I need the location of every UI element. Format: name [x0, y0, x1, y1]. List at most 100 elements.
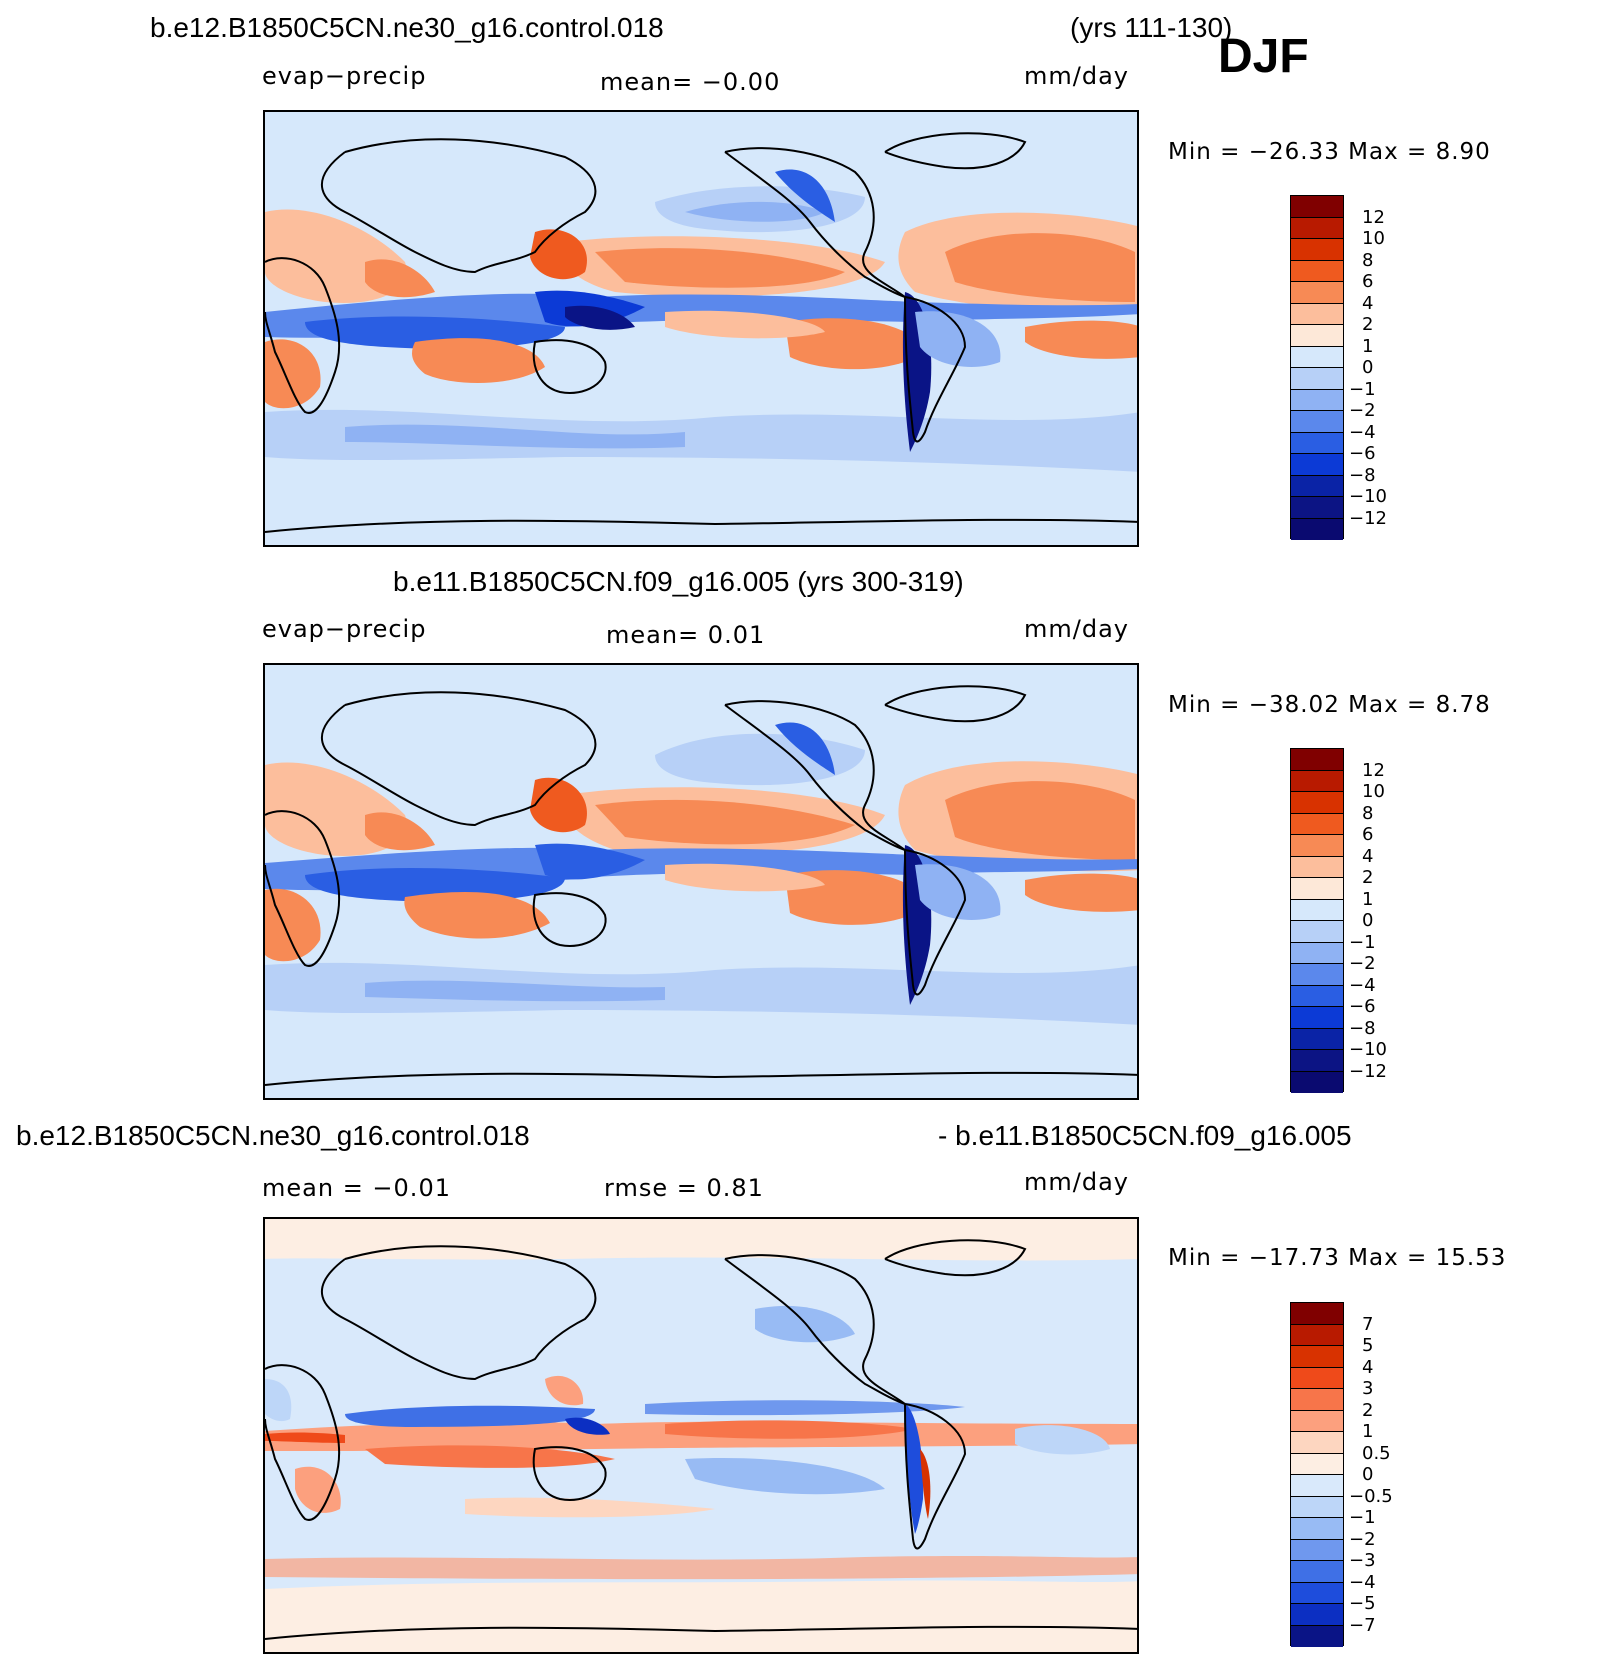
colorbar-segment	[1291, 325, 1343, 347]
colorbar-segment	[1291, 749, 1343, 771]
panel3-rmse: rmse = 0.81	[604, 1174, 764, 1202]
colorbar-segment	[1291, 454, 1343, 476]
colorbar-segment	[1291, 1475, 1343, 1497]
panel2-minmax: Min = −38.02 Max = 8.78	[1168, 692, 1491, 718]
colorbar-tick-label: −0.5	[1349, 1485, 1393, 1507]
colorbar-segment	[1291, 1324, 1343, 1346]
colorbar-segment	[1291, 303, 1343, 325]
colorbar-tick-label: 1	[1362, 1421, 1374, 1442]
colorbar-segment	[1291, 1561, 1343, 1583]
colorbar-segment	[1291, 1496, 1343, 1518]
colorbar-tick-label: 0	[1362, 357, 1374, 378]
colorbar-tick-label: 4	[1362, 845, 1374, 867]
colorbar-tick-label: 4	[1362, 1356, 1374, 1378]
colorbar-segment	[1291, 475, 1343, 497]
colorbar-tick-label: 8	[1362, 249, 1374, 271]
colorbar-segment	[1291, 792, 1343, 814]
colorbar-segment	[1291, 1432, 1343, 1454]
colorbar-segment	[1291, 1071, 1343, 1093]
diff-left-title: b.e12.B1850C5CN.ne30_g16.control.018	[16, 1120, 530, 1151]
colorbar-tick-label: −4	[1349, 1571, 1376, 1593]
colorbar-panel-3	[1290, 1302, 1344, 1647]
colorbar-tick-label: 2	[1362, 867, 1374, 888]
colorbar-segment	[1291, 856, 1343, 878]
colorbar-tick-label: 6	[1362, 271, 1374, 292]
colorbar-tick-label: 0	[1362, 1464, 1374, 1485]
colorbar-segment	[1291, 282, 1343, 304]
colorbar-tick-label: 10	[1362, 228, 1385, 249]
colorbar-segment	[1291, 1303, 1343, 1325]
colorbar-segment	[1291, 942, 1343, 964]
map-panel-1	[263, 110, 1139, 547]
colorbar-segment	[1291, 1389, 1343, 1411]
colorbar-tick-label: 0.5	[1362, 1442, 1391, 1464]
colorbar-tick-label: 0	[1362, 910, 1374, 931]
colorbar-tick-label: 6	[1362, 824, 1374, 845]
colorbar-tick-label: 8	[1362, 802, 1374, 824]
colorbar-panel-2	[1290, 748, 1344, 1093]
colorbar-segment	[1291, 1367, 1343, 1389]
panel2-variable: evap−precip	[262, 615, 427, 643]
case2-title: b.e11.B1850C5CN.f09_g16.005 (yrs 300-319…	[393, 566, 964, 597]
colorbar-segment	[1291, 770, 1343, 792]
colorbar-segment	[1291, 1007, 1343, 1029]
colorbar-tick-label: −5	[1349, 1593, 1376, 1614]
colorbar-segment	[1291, 1050, 1343, 1072]
colorbar-segment	[1291, 411, 1343, 433]
colorbar-tick-label: 5	[1362, 1335, 1374, 1356]
colorbar-tick-label: 12	[1362, 206, 1385, 228]
colorbar-segment	[1291, 389, 1343, 411]
years1-title: (yrs 111-130)	[1070, 12, 1233, 43]
panel2-mean: mean= 0.01	[606, 621, 766, 649]
colorbar-tick-label: −2	[1349, 1528, 1376, 1550]
colorbar-tick-label: 4	[1362, 292, 1374, 314]
colorbar-tick-label: 2	[1362, 1399, 1374, 1421]
colorbar-segment	[1291, 985, 1343, 1007]
colorbar-tick-label: −6	[1349, 996, 1376, 1017]
colorbar-tick-label: −1	[1349, 378, 1376, 400]
colorbar-segment	[1291, 1028, 1343, 1050]
panel3-mean: mean = −0.01	[262, 1174, 451, 1202]
colorbar-segment	[1291, 878, 1343, 900]
colorbar-segment	[1291, 518, 1343, 540]
diff-right-title: - b.e11.B1850C5CN.f09_g16.005	[938, 1120, 1352, 1151]
colorbar-tick-label: 2	[1362, 314, 1374, 335]
panel1-minmax: Min = −26.33 Max = 8.90	[1168, 139, 1491, 165]
colorbar-tick-label: −1	[1349, 1507, 1376, 1528]
colorbar-segment	[1291, 921, 1343, 943]
panel1-units: mm/day	[1024, 62, 1129, 90]
colorbar-segment	[1291, 1410, 1343, 1432]
colorbar-tick-label: −7	[1349, 1614, 1376, 1636]
colorbar-segment	[1291, 964, 1343, 986]
panel2-units: mm/day	[1024, 615, 1129, 643]
colorbar-tick-label: −2	[1349, 953, 1376, 974]
panel1-variable: evap−precip	[262, 62, 427, 90]
map-panel-3	[263, 1217, 1139, 1654]
colorbar-segment	[1291, 1604, 1343, 1626]
colorbar-tick-label: −4	[1349, 974, 1376, 996]
colorbar-segment	[1291, 346, 1343, 368]
colorbar-tick-label: 10	[1362, 781, 1385, 802]
panel3-units: mm/day	[1024, 1168, 1129, 1196]
colorbar-tick-label: −12	[1349, 1060, 1387, 1082]
season-label: DJF	[1218, 30, 1309, 83]
colorbar-tick-label: −10	[1349, 486, 1387, 507]
colorbar-tick-label: 3	[1362, 1378, 1374, 1399]
colorbar-tick-label: −4	[1349, 421, 1376, 443]
map-panel-2	[263, 663, 1139, 1100]
colorbar-tick-label: −8	[1349, 1017, 1376, 1039]
coastlines	[265, 1239, 1137, 1640]
colorbar-segment	[1291, 239, 1343, 261]
colorbar-tick-label: −6	[1349, 443, 1376, 464]
colorbar-segment	[1291, 217, 1343, 239]
colorbar-segment	[1291, 1539, 1343, 1561]
case1-title: b.e12.B1850C5CN.ne30_g16.control.018	[150, 12, 664, 43]
panel1-mean: mean= −0.00	[600, 68, 781, 96]
colorbar-tick-label: 7	[1362, 1313, 1374, 1335]
colorbar-tick-label: −3	[1349, 1550, 1376, 1571]
colorbar-segment	[1291, 196, 1343, 218]
colorbar-tick-label: 1	[1362, 888, 1374, 910]
colorbar-tick-label: −10	[1349, 1039, 1387, 1060]
colorbar-tick-label: −1	[1349, 931, 1376, 953]
colorbar-segment	[1291, 1453, 1343, 1475]
